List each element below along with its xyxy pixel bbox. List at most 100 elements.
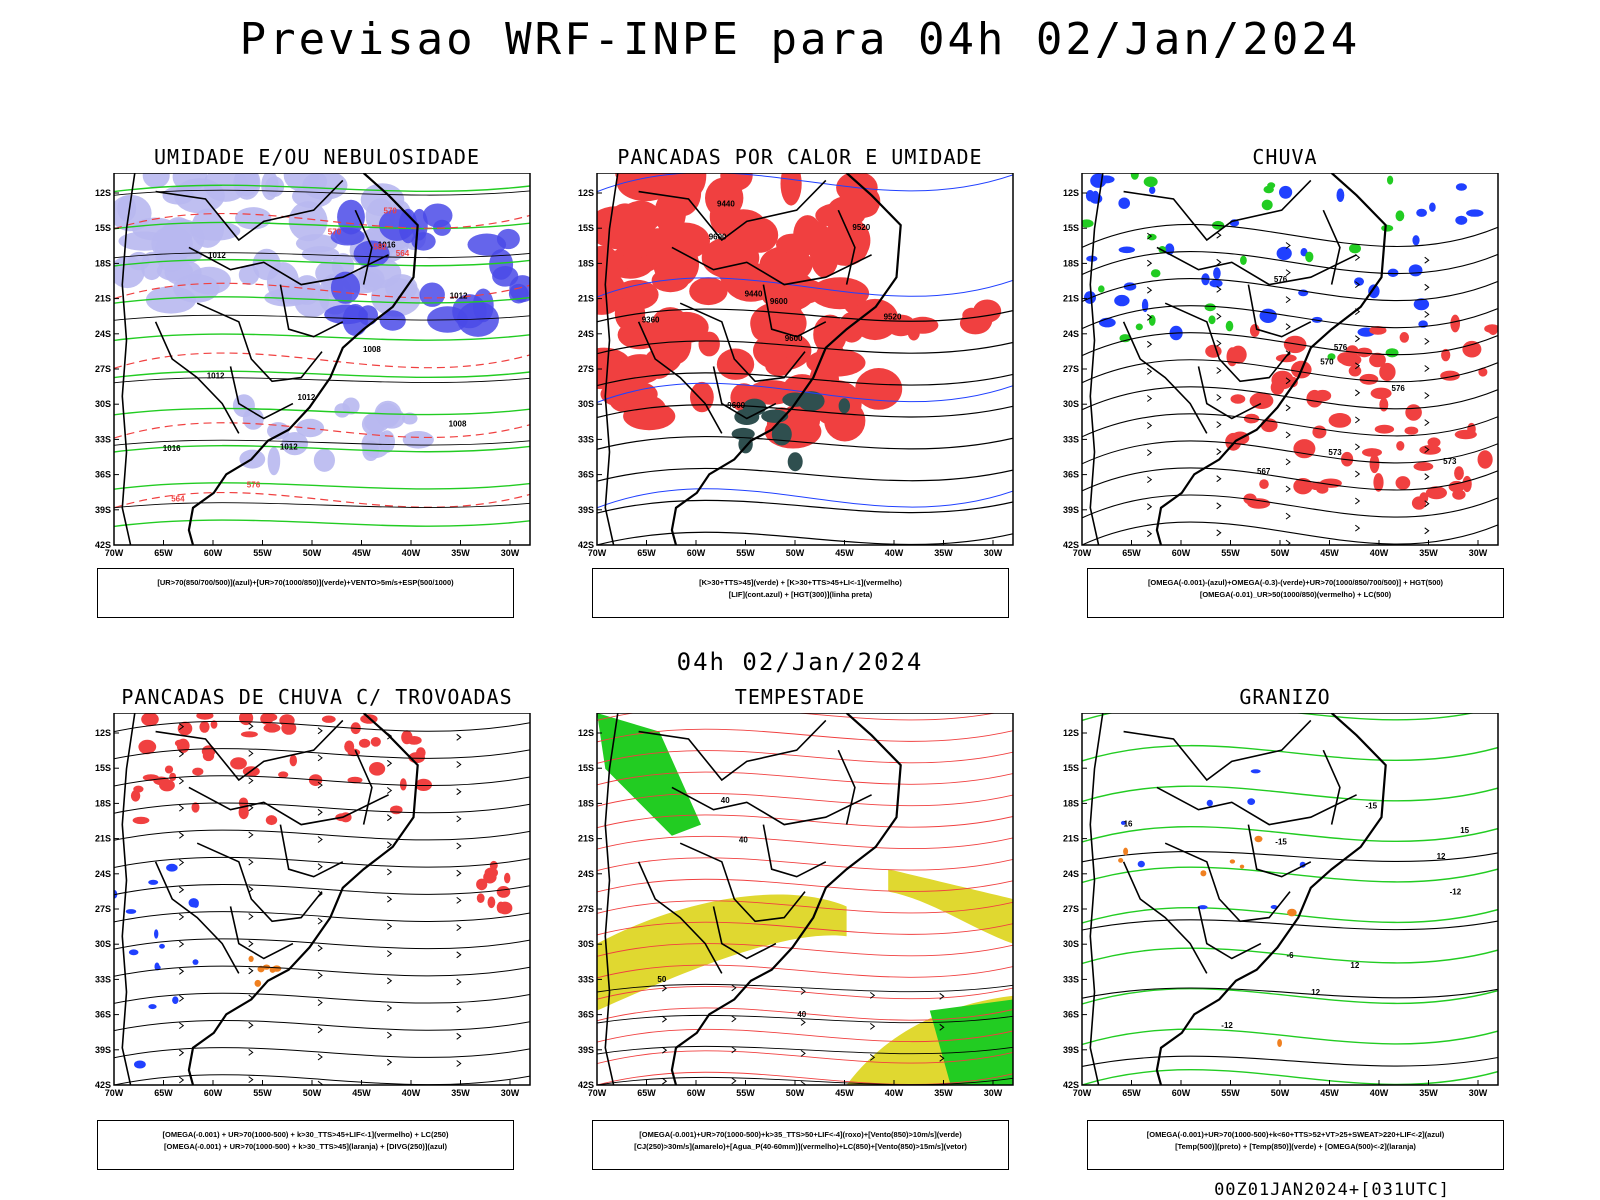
contour-line	[114, 221, 530, 230]
flow-arrow	[1285, 458, 1291, 466]
map-pancadas-calor: 9600 9600 9600 9600 9520 9520 9440 9440 9360 12S 1…	[565, 173, 1035, 573]
lat-tick-label: 42S	[1063, 1080, 1079, 1090]
flow-arrow	[387, 1058, 393, 1066]
state-border	[1322, 749, 1341, 825]
lon-tick-label: 30W	[501, 548, 520, 558]
map-frame	[1081, 173, 1499, 546]
lon-tick-label: 40W	[1370, 548, 1389, 558]
field-shading	[248, 955, 254, 962]
field-shading	[1261, 199, 1273, 211]
legend-pancadas-calor: [K>30+TTS>45](verde) + [K>30+TTS>45+LI<-…	[592, 568, 1009, 618]
flow-arrow	[179, 995, 185, 1002]
contour-label: 582	[373, 243, 387, 252]
field-shading	[1240, 255, 1247, 265]
lat-tick-label: 30S	[1063, 939, 1079, 949]
field-shading	[132, 816, 150, 825]
field-shading	[359, 267, 385, 291]
coastline	[604, 173, 619, 545]
lon-tick-label: 35W	[934, 1088, 953, 1098]
contour-line	[597, 878, 1013, 893]
flow-arrow	[1424, 527, 1430, 535]
field-shading	[114, 256, 145, 289]
flow-arrow	[317, 972, 323, 979]
state-border	[188, 786, 389, 826]
flow-arrow	[731, 1046, 737, 1054]
lon-tick-label: 55W	[1221, 1088, 1240, 1098]
lat-tick-label: 18S	[1063, 258, 1079, 268]
flow-arrow	[1355, 281, 1361, 288]
contour-label: 9360	[642, 316, 660, 325]
contour-line	[1082, 494, 1498, 519]
field-shading	[1356, 347, 1373, 358]
flow-arrow	[317, 754, 323, 762]
field-shading	[614, 228, 656, 259]
contour-label: 1012	[208, 251, 226, 260]
flow-arrow	[387, 759, 393, 767]
state-border	[188, 246, 389, 286]
flow-arrow	[1147, 313, 1153, 321]
field-shading	[787, 452, 803, 472]
lat-tick-label: 42S	[578, 540, 594, 550]
field-shading	[313, 448, 335, 472]
lat-tick-label: 18S	[578, 798, 594, 808]
field-shading	[823, 216, 871, 265]
map-frame	[113, 713, 531, 1086]
panel-tempestade: TEMPESTADE 40 50 40 40 12S 15S 18S 21S 24S 27S 30S…	[565, 685, 1035, 1155]
contour-line	[1082, 851, 1498, 863]
lat-tick-label: 30S	[95, 399, 111, 409]
contour-label: -15	[1366, 802, 1378, 811]
legend-umidade: [UR>70(850/700/500)](azul)+[UR>70(1000/8…	[97, 568, 514, 618]
contour-label: 1016	[378, 241, 396, 250]
field-shading	[1312, 425, 1327, 439]
field-shading	[358, 738, 371, 748]
field-shading	[402, 412, 418, 425]
field-shading	[154, 962, 160, 971]
state-border	[1197, 366, 1262, 420]
flow-arrow	[1285, 539, 1291, 545]
field-shading	[1293, 439, 1316, 459]
field-shading	[191, 802, 200, 813]
field-shading	[1429, 202, 1436, 212]
flow-arrow	[1216, 258, 1222, 266]
lat-tick-label: 12S	[1063, 728, 1079, 738]
contour-label: 1012	[207, 372, 225, 381]
contour-line	[114, 1047, 530, 1059]
field-shading	[1369, 454, 1380, 474]
lat-tick-label: 21S	[95, 834, 111, 844]
contour-line	[1082, 1055, 1498, 1067]
contour-line	[114, 482, 530, 490]
legend-line: [OMEGA(-0.001)-(azul)+OMEGA(-0.3)-(verde…	[1147, 578, 1444, 587]
field-shading	[1085, 190, 1095, 202]
field-shading	[780, 403, 821, 438]
mid-title: 04h 02/Jan/2024	[676, 648, 924, 676]
field-shading	[188, 266, 231, 295]
contour-line	[597, 467, 1013, 482]
field-shading	[765, 251, 795, 276]
state-border	[712, 366, 777, 420]
state-border	[196, 302, 323, 383]
contour-line	[597, 340, 1013, 355]
contour-line	[1082, 866, 1498, 884]
field-shading	[1293, 478, 1313, 495]
flow-arrow	[1216, 231, 1222, 239]
field-shading	[174, 178, 225, 214]
flow-arrow	[1355, 362, 1361, 370]
contour-label: 12	[1437, 852, 1446, 861]
field-shading	[1412, 235, 1420, 246]
flow-arrow	[387, 868, 393, 876]
flow-arrow	[1424, 419, 1430, 426]
contour-line	[114, 258, 530, 267]
flow-arrow	[456, 842, 462, 850]
field-shading	[141, 713, 159, 727]
legend-tempestade: [OMEGA(-0.001)+UR>70(1000-500)+k>35_TTS>…	[592, 1120, 1009, 1170]
panel-title: UMIDADE E/OU NEBULOSIDADE	[153, 145, 481, 169]
field-shading	[422, 203, 453, 228]
field-shading	[476, 893, 485, 903]
field-shading	[1369, 352, 1386, 368]
map-content	[114, 713, 530, 1085]
lat-tick-label: 42S	[578, 1080, 594, 1090]
lat-tick-label: 27S	[1063, 904, 1079, 914]
flow-arrow	[317, 917, 323, 925]
state-border	[1164, 842, 1291, 923]
field-shading	[347, 776, 363, 784]
